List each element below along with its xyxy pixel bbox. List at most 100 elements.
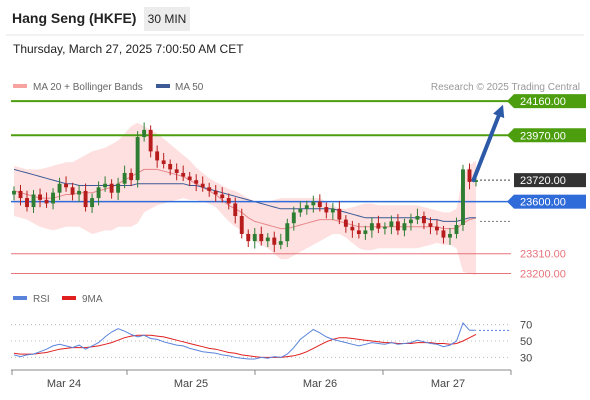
candle-body: [285, 223, 290, 242]
candle-body: [38, 194, 42, 200]
credit-text: Research © 2025 Trading Central: [431, 82, 580, 93]
candle-body: [135, 137, 140, 181]
candle-body: [148, 129, 153, 152]
candle-body: [448, 233, 452, 238]
ma50-legend-label: MA 50: [175, 82, 204, 93]
pivot-price-tag: [514, 194, 586, 209]
candle-body: [122, 172, 127, 184]
candle-body: [461, 169, 465, 225]
timeframe-badge: [144, 7, 190, 31]
candle-body: [194, 180, 199, 184]
resistance-tag-pointer: [507, 128, 514, 143]
rsi-legend-label: RSI: [33, 294, 50, 305]
bollinger-legend-swatch: [13, 84, 27, 88]
candle-body: [70, 187, 75, 195]
resistance-price-tag: [514, 128, 586, 143]
ma50-line: [13, 168, 476, 222]
x-axis-label: Mar 27: [431, 378, 465, 390]
candle-body: [324, 207, 329, 213]
candle-body: [25, 198, 29, 208]
candle-body: [369, 223, 374, 231]
candle-body: [259, 233, 264, 242]
rsi-tick-label: 30: [520, 352, 532, 364]
candle-body: [142, 129, 147, 138]
candle-body: [265, 237, 270, 242]
candle-body: [116, 183, 121, 193]
candle-body: [77, 190, 82, 195]
forecast-arrow-shaft: [471, 113, 501, 183]
last-price-label: 23720.00: [520, 175, 566, 187]
resistance-price-label: 23970.00: [520, 130, 566, 142]
candle-body: [317, 201, 322, 208]
candle-body: [226, 198, 231, 204]
resistance-tag-pointer: [507, 94, 514, 109]
candle-body: [389, 221, 394, 227]
candle-body: [421, 216, 426, 224]
candle-body: [155, 151, 160, 161]
candle-body: [428, 223, 433, 227]
candle-body: [57, 183, 62, 193]
chart-title: Hang Seng (HKFE): [12, 10, 136, 26]
candle-body: [129, 172, 134, 181]
candle-body: [187, 176, 192, 181]
pivot-price-label: 23600.00: [520, 197, 566, 209]
candle-body: [83, 190, 88, 208]
rsi-panel: 30 50 70: [11, 320, 532, 364]
candle-body: [233, 203, 238, 217]
rsi-ma-line: [13, 333, 477, 358]
rsi-tick-label: 70: [520, 320, 532, 332]
candle-body: [363, 230, 368, 234]
candle-body: [51, 192, 55, 204]
rsi-ma-legend-label: 9MA: [82, 294, 103, 305]
candle-body: [18, 190, 23, 199]
candle-body: [31, 194, 36, 208]
candle-body: [96, 187, 101, 199]
candle-body: [109, 183, 114, 193]
candle-body: [304, 205, 309, 209]
candle-body: [441, 230, 446, 238]
candle-body: [161, 160, 166, 164]
candle-body: [376, 223, 381, 229]
candle-body: [272, 237, 277, 245]
candle-body: [213, 190, 218, 195]
candle-body: [44, 199, 49, 204]
candle-body: [103, 183, 108, 188]
candle-body: [252, 233, 257, 242]
candle-body: [337, 208, 342, 220]
forecast-arrow: [471, 104, 505, 183]
candles: [12, 122, 478, 253]
x-axis-label: Mar 24: [47, 378, 81, 390]
rsi-line: [13, 322, 476, 360]
pivot-tag-pointer: [507, 194, 514, 209]
support-price-label: 23310.00: [520, 249, 566, 261]
rsi-ma-legend-swatch: [62, 296, 76, 300]
candle-body: [435, 226, 439, 231]
candle-body: [454, 225, 459, 234]
x-axis-label: Mar 25: [174, 378, 208, 390]
candle-body: [239, 216, 244, 234]
resistance-price-label: 24160.00: [520, 96, 566, 108]
candle-body: [200, 183, 205, 188]
candle-body: [90, 198, 95, 208]
x-axis-label: Mar 26: [303, 378, 337, 390]
candle-body: [207, 187, 212, 191]
candle-body: [220, 194, 225, 199]
candle-body: [474, 180, 478, 182]
candle-body: [356, 230, 361, 234]
price-levels: 24160.00 23970.00 23720.00 23600.00 23310.00…: [11, 94, 586, 280]
candle-body: [467, 169, 472, 182]
ma50-legend-swatch: [156, 84, 170, 88]
candle-body: [64, 183, 69, 188]
candle-body: [181, 172, 186, 177]
resistance-price-tag: [514, 94, 586, 109]
candle-body: [278, 241, 283, 245]
candle-body: [395, 221, 400, 231]
rsi-tick-label: 50: [520, 336, 532, 348]
candle-body: [291, 212, 296, 224]
candle-body: [246, 233, 251, 242]
rsi-legend-swatch: [13, 296, 27, 300]
support-price-label: 23200.00: [520, 268, 566, 280]
candle-body: [350, 226, 355, 231]
candle-body: [174, 169, 179, 173]
candle-body: [382, 226, 387, 229]
